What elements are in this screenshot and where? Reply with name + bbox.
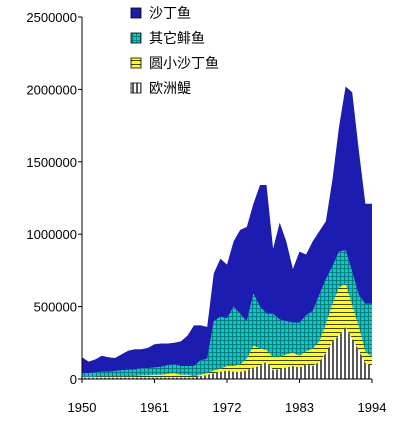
x-tick-label: 1961 [140, 400, 169, 415]
legend-label: 其它鲱鱼 [149, 30, 205, 47]
legend-swatch [130, 57, 142, 69]
x-tick-label: 1972 [213, 400, 242, 415]
y-tick-label: 1500000 [26, 155, 77, 170]
legend-swatch [130, 7, 142, 19]
y-tick-label: 2500000 [26, 10, 77, 25]
y-tick-label: 1000000 [26, 227, 77, 242]
legend-label: 沙丁鱼 [149, 5, 191, 22]
x-tick-label: 1950 [68, 400, 97, 415]
legend-label: 圆小沙丁鱼 [149, 55, 219, 72]
x-tick-label: 1983 [285, 400, 314, 415]
series-area-0 [82, 326, 372, 379]
series-area-2 [82, 250, 372, 377]
legend-box [96, 2, 290, 116]
y-tick-label: 500000 [34, 300, 77, 315]
series-area-3 [82, 86, 372, 374]
y-tick-label: 2000000 [26, 82, 77, 97]
legend-swatch [130, 82, 142, 94]
legend-swatch [130, 32, 142, 44]
plot-area [82, 86, 372, 379]
axes: 0 500000 1000000 1500000 2000000 2500000 1950 1… [26, 10, 386, 415]
series-area-1 [82, 283, 372, 378]
x-tick-label: 1994 [358, 400, 387, 415]
y-tick-label: 0 [70, 372, 77, 387]
legend-label: 欧洲鳀 [149, 81, 191, 97]
